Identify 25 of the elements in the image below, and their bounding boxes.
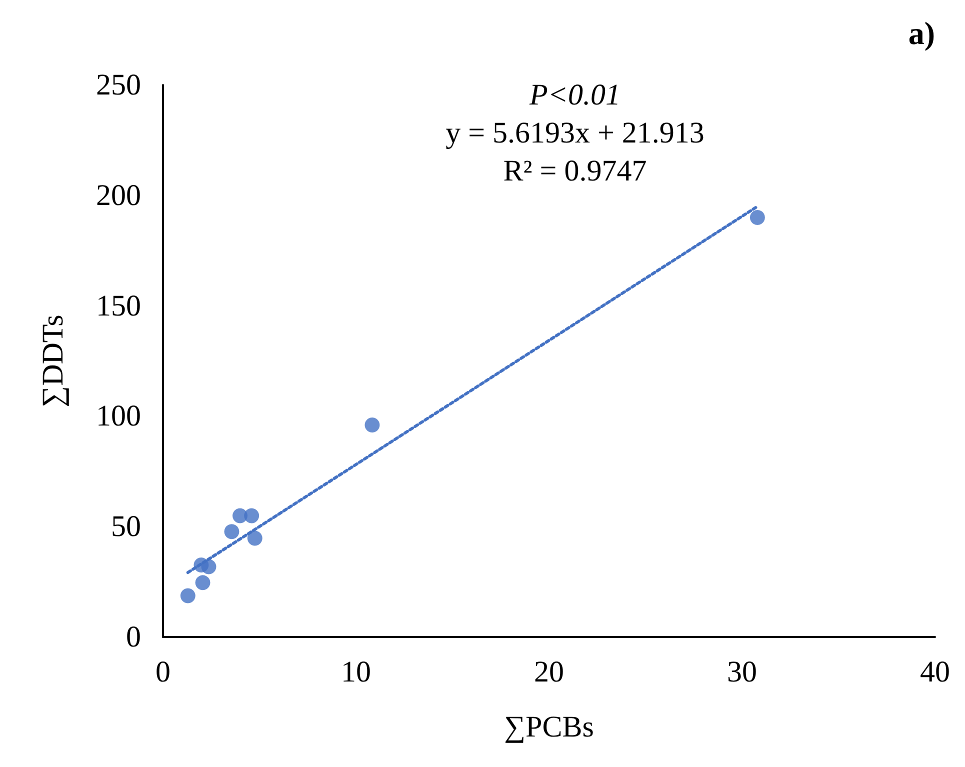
point [201,559,216,574]
y-tick-label: 250 [96,68,141,102]
chart-title: a) [908,15,935,51]
x-tick-label: 30 [727,656,757,688]
point [364,418,380,433]
y-tick-label: 100 [96,400,141,433]
y-tick-label: 200 [96,178,141,212]
point [247,530,262,546]
x-tick-label: 10 [341,656,371,688]
point [180,588,196,604]
x-tick-label: 40 [920,656,950,688]
point [195,575,210,590]
point [244,508,260,524]
x-tick-label: 20 [534,656,564,688]
point [224,524,240,540]
y-tick-label: 50 [111,510,141,544]
annotation: P<0.01 [528,78,621,112]
annotation: y = 5.6193x + 21.913 [446,116,704,150]
y-tick-label: 150 [96,289,141,322]
y-tick-label: 0 [126,620,141,654]
annotation: R² = 0.9747 [503,154,647,188]
x-axis-title: ∑PCBs [504,710,594,744]
y-axis-title: ∑DDTs [36,314,70,408]
x-tick-label: 0 [156,656,170,688]
point [750,210,765,225]
